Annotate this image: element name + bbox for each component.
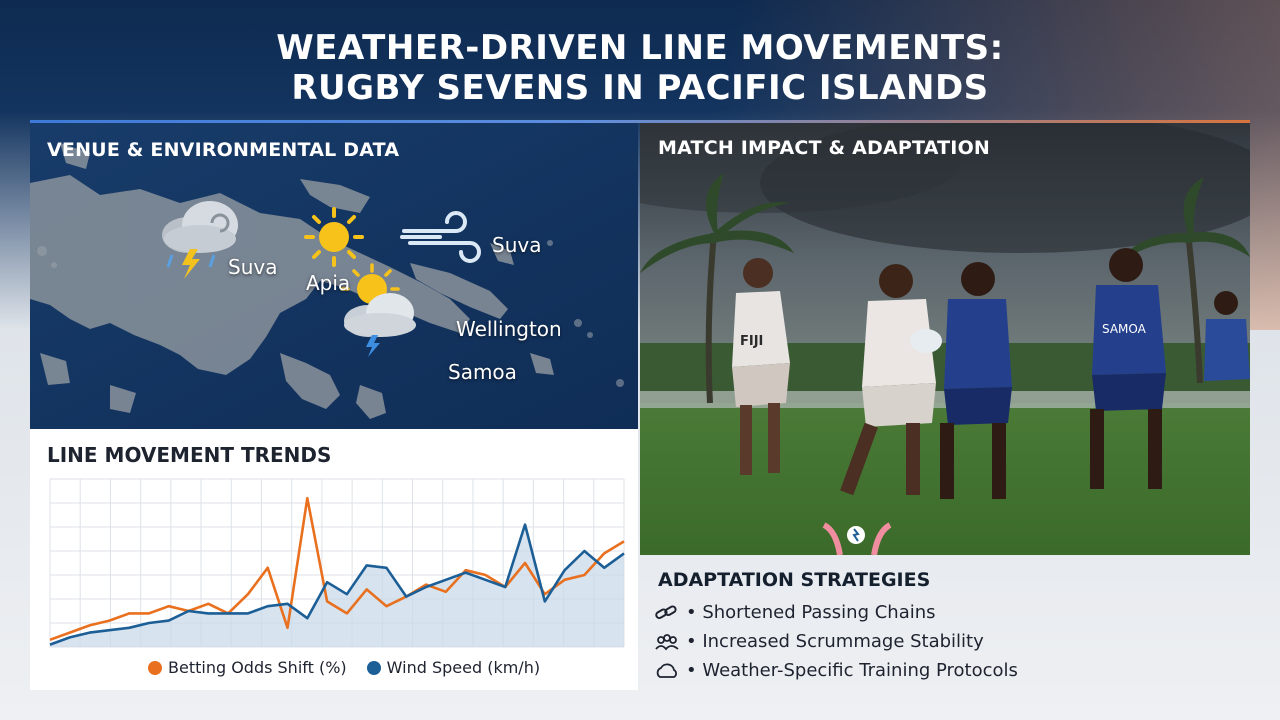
venue-panel-title: VENUE & ENVIRONMENTAL DATA	[47, 139, 400, 161]
title-line-1: WEATHER-DRIVEN LINE MOVEMENTS:	[276, 28, 1004, 68]
legend-item: Wind Speed (km/h)	[366, 658, 541, 677]
legend-label: Betting Odds Shift (%)	[168, 658, 347, 677]
line-chart	[49, 478, 625, 648]
strategy-label: • Increased Scrummage Stability	[686, 631, 984, 652]
jersey-text: SAMOA	[1102, 322, 1147, 336]
location-label: Apia	[306, 271, 351, 295]
legend-swatch-orange	[148, 660, 162, 675]
match-impact-panel: SAMOA FIJI MATCH IMPACT & ADAPTATION	[640, 123, 1250, 555]
pacific-map	[30, 123, 638, 429]
chart-area-fill	[50, 524, 624, 647]
scrum-icon	[655, 633, 679, 650]
list-item: • Shortened Passing Chains	[654, 598, 1214, 627]
line-movement-chart-panel: LINE MOVEMENT TRENDS Betting Odds Shift …	[30, 429, 638, 690]
legend-item: Betting Odds Shift (%)	[148, 658, 347, 677]
legend-label: Wind Speed (km/h)	[386, 658, 541, 677]
page-title: WEATHER-DRIVEN LINE MOVEMENTS: RUGBY SEV…	[0, 28, 1280, 108]
chart-legend: Betting Odds Shift (%) Wind Speed (km/h)	[148, 658, 554, 677]
cloud-outline-icon	[656, 663, 677, 678]
rugby-match-photo: SAMOA FIJI	[640, 123, 1250, 555]
chart-title: LINE MOVEMENT TRENDS	[47, 443, 332, 467]
legend-swatch-blue	[366, 660, 381, 675]
list-item: • Increased Scrummage Stability	[654, 627, 1214, 656]
location-label: Suva	[492, 233, 542, 257]
wind-icon	[400, 211, 481, 263]
match-panel-title: MATCH IMPACT & ADAPTATION	[658, 137, 991, 159]
series-line-wind-speed	[49, 523, 625, 646]
list-item: • Weather-Specific Training Protocols	[654, 656, 1214, 685]
location-label: Suva	[228, 255, 278, 279]
strategy-label: • Weather-Specific Training Protocols	[686, 660, 1018, 681]
title-line-2: RUGBY SEVENS IN PACIFIC ISLANDS	[291, 68, 989, 108]
series-line-betting-odds	[49, 496, 625, 642]
venue-environmental-panel: VENUE & ENVIRONMENTAL DATA	[30, 123, 638, 429]
adaptation-title: ADAPTATION STRATEGIES	[658, 569, 931, 591]
sun-icon	[304, 207, 364, 267]
location-label: Samoa	[448, 360, 517, 384]
chain-link-icon	[655, 605, 677, 619]
storm-cloud-icon	[162, 201, 238, 279]
series-area-wind-speed	[50, 524, 624, 647]
strategy-label: • Shortened Passing Chains	[686, 602, 936, 623]
strategy-list: • Shortened Passing Chains • Increased S…	[654, 598, 1214, 685]
partly-stormy-icon	[340, 263, 416, 357]
header-divider	[30, 120, 1250, 123]
location-label: Wellington	[456, 317, 562, 341]
chart-lines	[49, 496, 625, 646]
chest-text: FIJI	[740, 334, 763, 349]
